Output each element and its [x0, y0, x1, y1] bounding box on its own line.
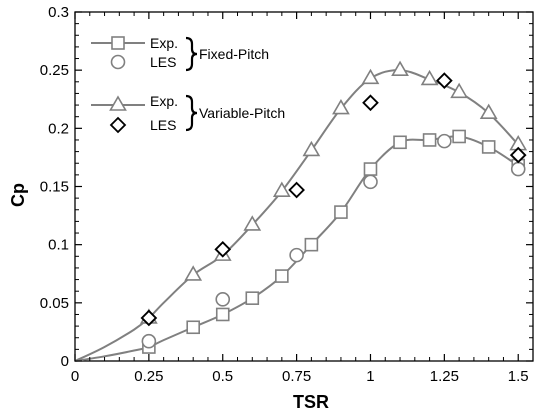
y-tick-label: 0.1: [48, 237, 69, 254]
data-point-triangle-icon: [243, 215, 262, 231]
data-point-diamond-icon: [288, 181, 305, 199]
data-point-diamond-icon: [362, 94, 379, 112]
legend-variable-group-label: Variable-Pitch: [199, 105, 285, 121]
legend-variable-les-diamond-icon: [109, 116, 127, 134]
legend-fixed-exp-label: Exp.: [150, 35, 178, 51]
plot-frame: [74, 11, 534, 362]
data-point-square-icon: [215, 307, 230, 322]
data-point-square-icon: [334, 205, 348, 219]
x-tick-label: 1: [366, 368, 374, 385]
data-point-triangle-icon: [184, 265, 203, 281]
data-point-square-icon: [186, 320, 200, 335]
series-fixed-pitch-square: [74, 129, 526, 362]
x-tick-label: 0.5: [212, 368, 233, 385]
data-point-diamond-icon: [509, 146, 527, 164]
data-point-circle-icon: [141, 333, 157, 349]
legend-fixed-brace-icon: [185, 36, 198, 72]
data-point-square-icon: [422, 133, 437, 147]
data-point-diamond-icon: [214, 240, 232, 258]
series-layer: [74, 60, 528, 362]
data-point-triangle-icon: [302, 140, 321, 157]
data-point-diamond-icon: [140, 309, 158, 327]
legend-fixed-les-label: LES: [150, 54, 176, 70]
data-point-triangle-icon: [272, 181, 291, 197]
data-point-circle-icon: [215, 292, 231, 307]
data-point-triangle-icon: [391, 60, 409, 76]
legend-variable-exp-label: Exp.: [150, 93, 178, 109]
x-tick-label: 1.25: [430, 368, 459, 385]
legend-fixed-group-label: Fixed-Pitch: [199, 46, 269, 62]
legend: Exp. LES Fixed-Pitch Exp. LES Variable-P…: [91, 35, 285, 134]
y-tick-label: 0.2: [48, 120, 69, 137]
data-point-circle-icon: [510, 161, 526, 177]
data-point-circle-icon: [437, 133, 452, 149]
y-tick-label: 0.25: [40, 62, 69, 79]
x-axis-label: TSR: [293, 392, 329, 412]
data-point-triangle-icon: [361, 68, 380, 85]
data-point-triangle-icon: [420, 69, 439, 86]
legend-fixed-les-circle-icon: [110, 54, 126, 70]
legend-variable-exp-triangle-icon: [109, 95, 127, 111]
y-tick-label: 0: [61, 353, 69, 370]
y-axis-label: Cp: [8, 183, 28, 207]
plot-area: [74, 11, 534, 362]
series-variable-pitch-diamond: [140, 72, 527, 327]
x-tick-label: 0.75: [282, 368, 311, 385]
y-tick-label: 0.05: [40, 295, 69, 312]
y-tick-label: 0.3: [48, 4, 69, 21]
data-point-triangle-icon: [479, 103, 498, 120]
y-tick-label: 0.15: [40, 179, 69, 196]
axes-layer: 0 0.25 0.5 0.75 1 1.25 1.5 0 0.05 0.1 0.15 0.2 0.25 0…: [40, 4, 533, 385]
x-tick-label: 0: [71, 368, 79, 385]
legend-variable-les-label: LES: [150, 117, 176, 133]
data-point-square-icon: [393, 135, 407, 150]
data-point-square-icon: [245, 291, 260, 305]
data-point-square-icon: [304, 237, 319, 252]
data-point-circle-icon: [289, 247, 304, 263]
series-fixed-pitch-circle: [141, 133, 526, 349]
data-point-square-icon: [275, 269, 289, 283]
legend-variable-brace-icon: [185, 94, 198, 132]
data-point-square-icon: [452, 129, 466, 144]
x-tick-label: 1.5: [508, 368, 529, 385]
data-point-triangle-icon: [332, 98, 350, 115]
data-point-triangle-icon: [450, 82, 469, 99]
data-point-diamond-icon: [436, 72, 453, 89]
legend-fixed-exp-square-icon: [111, 36, 125, 50]
data-point-square-icon: [363, 162, 378, 176]
data-point-circle-icon: [363, 174, 378, 190]
x-tick-label: 0.25: [134, 368, 163, 385]
data-point-square-icon: [481, 140, 496, 154]
